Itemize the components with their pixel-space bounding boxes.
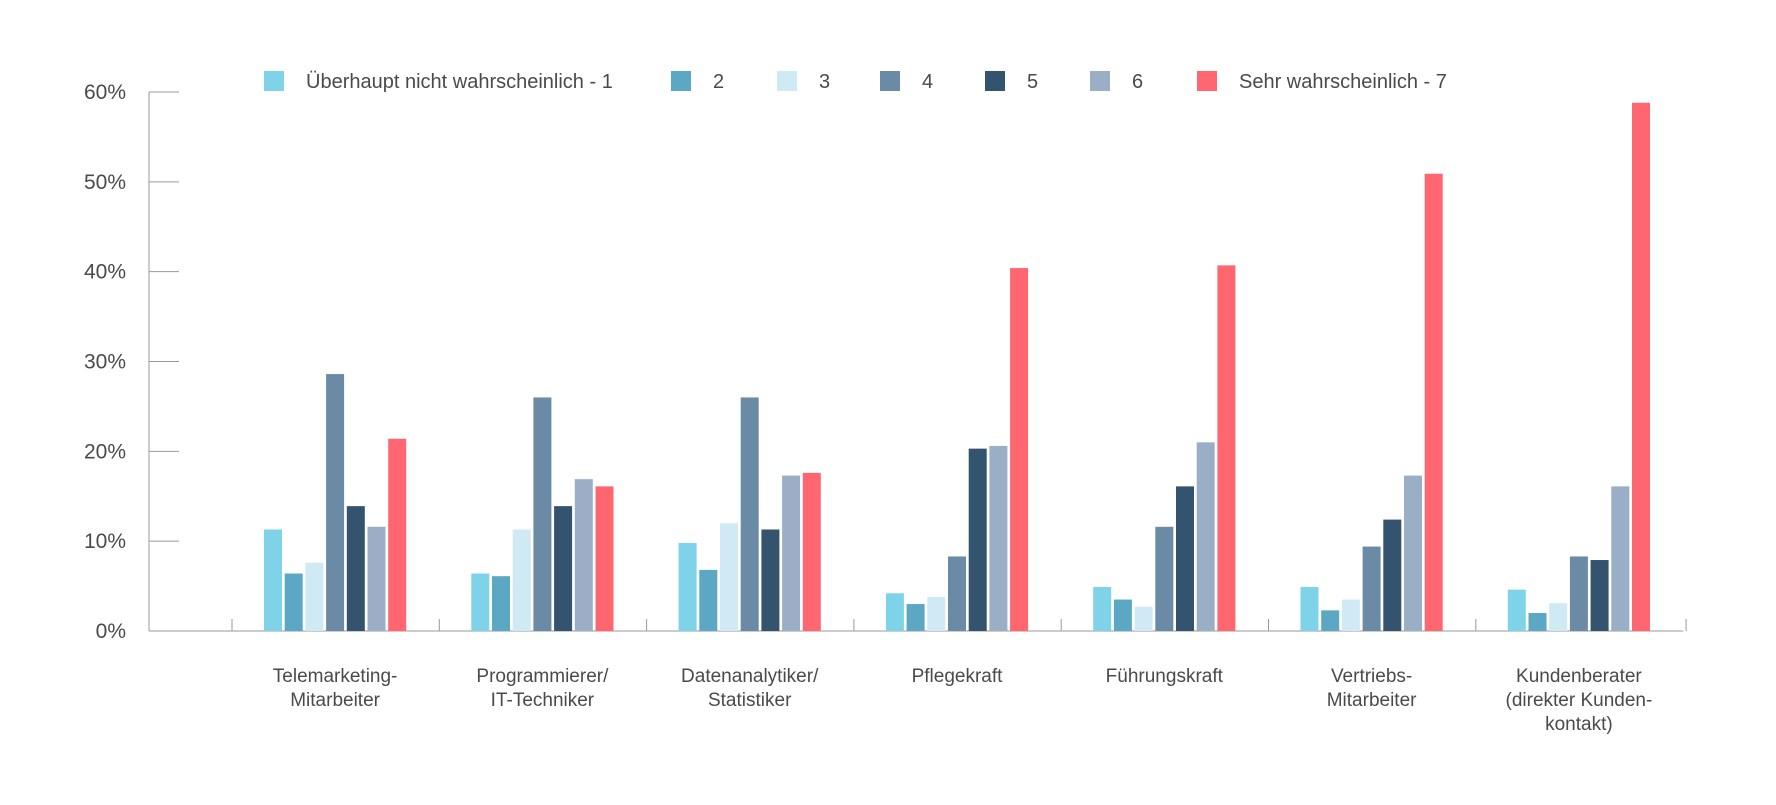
- y-tick-label: 30%: [84, 351, 126, 374]
- x-axis: Telemarketing-Mitarbeiter Programmierer/I…: [149, 619, 1687, 735]
- bar: [264, 529, 282, 631]
- bar: [720, 523, 738, 631]
- y-axis: 0% 10% 20% 30% 40% 50% 60%: [84, 81, 179, 643]
- bar: [699, 569, 718, 631]
- bar: [1611, 486, 1630, 631]
- y-tick-label: 10%: [84, 530, 126, 553]
- y-tick-label: 0%: [96, 620, 126, 643]
- bar: [1549, 603, 1568, 631]
- bar: [574, 479, 593, 631]
- x-category-label: Datenanalytiker/Statistiker: [681, 666, 819, 711]
- legend: Überhaupt nicht wahrscheinlich - 1 2 3 4 5 6 S…: [264, 71, 1447, 93]
- bar: [305, 562, 324, 631]
- bar: [885, 593, 904, 631]
- bar: [1134, 606, 1153, 631]
- y-tick-label: 60%: [84, 81, 126, 104]
- bar: [782, 475, 801, 631]
- legend-swatch: [1197, 71, 1217, 91]
- y-tick-label: 40%: [84, 261, 126, 284]
- bar: [1383, 519, 1402, 631]
- bar: [1300, 586, 1319, 631]
- legend-swatch: [671, 71, 691, 91]
- legend-swatch: [880, 71, 900, 91]
- bar: [533, 397, 552, 631]
- bar: [678, 542, 697, 631]
- bar: [740, 397, 759, 631]
- y-tick-label: 50%: [84, 171, 126, 194]
- bar: [492, 576, 510, 631]
- bar: [326, 374, 345, 631]
- bar: [906, 604, 925, 631]
- legend-label: 3: [819, 71, 830, 93]
- bar: [471, 573, 490, 631]
- bar: [927, 596, 946, 631]
- bar: [1507, 589, 1526, 631]
- bar: [367, 526, 386, 631]
- x-category-label: Programmierer/IT-Techniker: [476, 666, 609, 711]
- bar: [968, 448, 987, 631]
- bar: [1341, 599, 1360, 631]
- legend-swatch: [264, 71, 284, 91]
- bar: [1590, 560, 1609, 631]
- bar: [761, 529, 780, 631]
- x-category-label: Kundenberater (direkter Kunden-kontakt): [1506, 666, 1653, 735]
- x-category-label: Pflegekraft: [912, 666, 1004, 687]
- bar: [1217, 265, 1236, 631]
- bar: [1321, 610, 1340, 631]
- bar: [1569, 556, 1588, 631]
- bar: [802, 472, 821, 631]
- bar: [1632, 102, 1650, 631]
- bar: [948, 556, 966, 631]
- bar: [512, 529, 531, 631]
- legend-label: 2: [713, 71, 724, 93]
- bar: [346, 506, 365, 631]
- bar: [1404, 475, 1422, 631]
- legend-label: Sehr wahrscheinlich - 7: [1239, 71, 1447, 93]
- bar: [1010, 268, 1029, 631]
- y-tick-label: 20%: [84, 440, 126, 463]
- legend-swatch: [1090, 71, 1110, 91]
- x-category-label: Telemarketing-Mitarbeiter: [273, 666, 398, 711]
- bars: [264, 102, 1650, 631]
- bar: [1176, 486, 1194, 631]
- bar: [595, 486, 614, 631]
- bar: [989, 445, 1008, 631]
- bar: [1155, 526, 1174, 631]
- bar: [1196, 442, 1215, 631]
- bar: [284, 573, 303, 631]
- x-category-label: Vertriebs-Mitarbeiter: [1327, 666, 1417, 711]
- legend-label: Überhaupt nicht wahrscheinlich - 1: [306, 71, 613, 93]
- legend-swatch: [777, 71, 797, 91]
- legend-swatch: [985, 71, 1005, 91]
- x-category-label: Führungskraft: [1106, 666, 1224, 687]
- bar: [1362, 546, 1381, 631]
- bar: [1113, 599, 1132, 631]
- bar: [1424, 173, 1443, 631]
- bar: [1528, 613, 1547, 631]
- legend-label: 4: [922, 71, 933, 93]
- bar: [388, 438, 407, 631]
- legend-label: 5: [1027, 71, 1038, 93]
- bar: [554, 506, 573, 631]
- legend-label: 6: [1132, 71, 1143, 93]
- bar: [1093, 586, 1112, 631]
